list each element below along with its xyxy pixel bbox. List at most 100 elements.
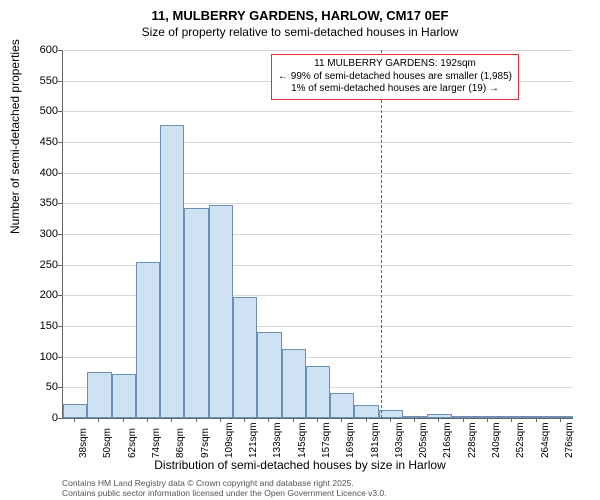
y-tick-mark — [58, 50, 62, 51]
y-tick-label: 200 — [18, 289, 58, 301]
annotation-line: 1% of semi-detached houses are larger (1… — [278, 83, 512, 96]
x-tick-mark — [196, 418, 197, 422]
x-tick-mark — [341, 418, 342, 422]
property-marker-line — [381, 50, 382, 418]
histogram-bar — [354, 405, 378, 418]
x-tick-label: 74sqm — [151, 428, 162, 458]
x-tick-mark — [293, 418, 294, 422]
y-tick-label: 550 — [18, 75, 58, 87]
x-axis-label: Distribution of semi-detached houses by … — [0, 458, 600, 472]
x-tick-label: 50sqm — [102, 428, 113, 458]
x-tick-label: 109sqm — [224, 422, 235, 458]
annotation-line: 11 MULBERRY GARDENS: 192sqm — [278, 58, 512, 71]
histogram-bar — [63, 404, 87, 418]
x-tick-label: 86sqm — [175, 428, 186, 458]
x-tick-mark — [74, 418, 75, 422]
histogram-plot: 11 MULBERRY GARDENS: 192sqm← 99% of semi… — [62, 50, 573, 419]
x-tick-mark — [147, 418, 148, 422]
chart-title-line1: 11, MULBERRY GARDENS, HARLOW, CM17 0EF — [0, 8, 600, 23]
chart-title-block: 11, MULBERRY GARDENS, HARLOW, CM17 0EF S… — [0, 0, 600, 39]
histogram-bar — [233, 297, 257, 418]
y-tick-label: 500 — [18, 105, 58, 117]
y-tick-label: 400 — [18, 167, 58, 179]
y-tick-label: 600 — [18, 44, 58, 56]
x-tick-label: 133sqm — [272, 422, 283, 458]
histogram-bar — [257, 332, 281, 418]
y-tick-mark — [58, 111, 62, 112]
histogram-bar — [330, 393, 354, 418]
x-tick-mark — [511, 418, 512, 422]
x-tick-mark — [487, 418, 488, 422]
histogram-bar — [452, 416, 476, 418]
gridline — [63, 234, 573, 235]
y-tick-mark — [58, 326, 62, 327]
chart-title-line2: Size of property relative to semi-detach… — [0, 25, 600, 39]
x-tick-mark — [268, 418, 269, 422]
x-tick-label: 145sqm — [297, 422, 308, 458]
x-tick-mark — [220, 418, 221, 422]
x-tick-label: 157sqm — [321, 422, 332, 458]
histogram-bar — [112, 374, 136, 418]
histogram-bar — [160, 125, 184, 418]
histogram-bar — [500, 416, 524, 418]
histogram-bar — [524, 416, 548, 418]
x-tick-label: 62sqm — [127, 428, 138, 458]
annotation-box: 11 MULBERRY GARDENS: 192sqm← 99% of semi… — [271, 54, 519, 100]
histogram-bar — [403, 416, 427, 418]
y-tick-label: 250 — [18, 259, 58, 271]
annotation-line: ← 99% of semi-detached houses are smalle… — [278, 71, 512, 84]
gridline — [63, 50, 573, 51]
x-tick-mark — [536, 418, 537, 422]
y-tick-mark — [58, 203, 62, 204]
x-tick-label: 252sqm — [515, 422, 526, 458]
x-tick-mark — [123, 418, 124, 422]
x-tick-label: 205sqm — [418, 422, 429, 458]
x-tick-mark — [98, 418, 99, 422]
y-tick-mark — [58, 81, 62, 82]
x-tick-label: 38sqm — [78, 428, 89, 458]
x-tick-label: 169sqm — [345, 422, 356, 458]
x-tick-mark — [463, 418, 464, 422]
y-tick-label: 350 — [18, 197, 58, 209]
x-tick-label: 181sqm — [370, 422, 381, 458]
histogram-bar — [209, 205, 233, 418]
footer-line1: Contains HM Land Registry data © Crown c… — [62, 478, 387, 488]
x-tick-mark — [438, 418, 439, 422]
y-tick-label: 50 — [18, 381, 58, 393]
y-tick-label: 450 — [18, 136, 58, 148]
x-tick-mark — [560, 418, 561, 422]
y-tick-mark — [58, 357, 62, 358]
x-tick-label: 216sqm — [442, 422, 453, 458]
histogram-bar — [427, 414, 451, 418]
attribution-footer: Contains HM Land Registry data © Crown c… — [62, 478, 387, 498]
y-tick-label: 150 — [18, 320, 58, 332]
y-tick-label: 300 — [18, 228, 58, 240]
gridline — [63, 173, 573, 174]
x-tick-label: 264sqm — [540, 422, 551, 458]
y-tick-mark — [58, 418, 62, 419]
y-tick-mark — [58, 142, 62, 143]
x-tick-mark — [171, 418, 172, 422]
x-tick-label: 97sqm — [200, 428, 211, 458]
y-tick-mark — [58, 387, 62, 388]
x-tick-label: 228sqm — [467, 422, 478, 458]
x-tick-label: 121sqm — [248, 422, 259, 458]
histogram-bar — [306, 366, 330, 418]
gridline — [63, 111, 573, 112]
x-tick-mark — [244, 418, 245, 422]
gridline — [63, 203, 573, 204]
footer-line2: Contains public sector information licen… — [62, 488, 387, 498]
x-tick-label: 276sqm — [564, 422, 575, 458]
histogram-bar — [282, 349, 306, 418]
histogram-bar — [184, 208, 208, 418]
histogram-bar — [136, 262, 160, 418]
y-tick-mark — [58, 295, 62, 296]
histogram-bar — [87, 372, 111, 418]
x-tick-mark — [366, 418, 367, 422]
x-tick-label: 240sqm — [491, 422, 502, 458]
y-tick-label: 100 — [18, 351, 58, 363]
y-tick-mark — [58, 173, 62, 174]
gridline — [63, 142, 573, 143]
y-tick-mark — [58, 234, 62, 235]
x-tick-label: 193sqm — [394, 422, 405, 458]
